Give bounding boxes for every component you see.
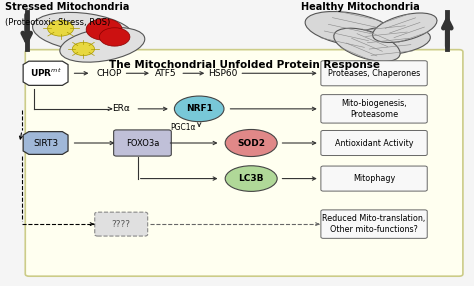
Text: ATF5: ATF5 [155,69,177,78]
Text: ????: ???? [112,220,131,229]
Text: FOXO3a: FOXO3a [126,138,159,148]
Ellipse shape [305,11,396,47]
Polygon shape [23,61,68,85]
Text: The Mitochondrial Unfolded Protein Response: The Mitochondrial Unfolded Protein Respo… [109,60,380,70]
Text: Mitophagy: Mitophagy [353,174,395,183]
Circle shape [86,19,122,40]
Text: Stressed Mitochondria: Stressed Mitochondria [5,2,130,12]
Text: Healthy Mitochondria: Healthy Mitochondria [301,2,419,12]
Ellipse shape [174,96,224,122]
Text: SOD2: SOD2 [237,138,265,148]
Text: ERα: ERα [112,104,130,113]
Ellipse shape [334,28,400,61]
FancyBboxPatch shape [321,210,427,238]
FancyBboxPatch shape [321,95,427,123]
Text: CHOP: CHOP [97,69,122,78]
Circle shape [100,28,130,46]
Ellipse shape [33,12,134,51]
FancyBboxPatch shape [114,130,171,156]
Ellipse shape [373,13,437,43]
Text: LC3B: LC3B [238,174,264,183]
Text: HSP60: HSP60 [208,69,237,78]
Text: PGC1α: PGC1α [170,123,195,132]
Ellipse shape [225,130,277,156]
Ellipse shape [60,27,145,62]
Text: Antioxidant Activity: Antioxidant Activity [335,138,413,148]
FancyBboxPatch shape [95,212,148,236]
Text: (Proteotoxic Stress, ROS): (Proteotoxic Stress, ROS) [5,18,110,27]
Ellipse shape [225,166,277,191]
Text: NRF1: NRF1 [186,104,213,113]
Text: SIRT3: SIRT3 [33,138,58,148]
FancyBboxPatch shape [321,166,427,191]
Text: Proteases, Chaperones: Proteases, Chaperones [328,69,420,78]
FancyBboxPatch shape [321,130,427,156]
Text: Mito-biogenesis,
Proteasome: Mito-biogenesis, Proteasome [341,99,407,118]
Ellipse shape [346,26,430,55]
Ellipse shape [47,21,73,36]
Text: UPR$^{mt}$: UPR$^{mt}$ [30,67,62,80]
FancyBboxPatch shape [321,61,427,86]
Text: Reduced Mito-translation,
Other mito-functions?: Reduced Mito-translation, Other mito-fun… [322,214,426,234]
FancyBboxPatch shape [25,50,463,276]
Ellipse shape [73,42,94,55]
Polygon shape [23,132,68,154]
